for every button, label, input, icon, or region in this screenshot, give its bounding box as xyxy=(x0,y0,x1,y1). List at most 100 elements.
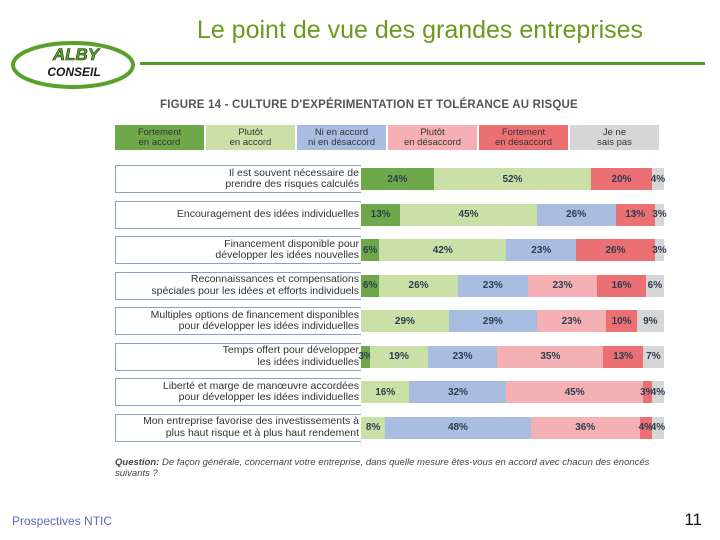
legend-item: Ni en accord ni en désaccord xyxy=(297,125,386,150)
row-label: Mon entreprise favorise des investisseme… xyxy=(118,414,359,442)
bar-segment: 36% xyxy=(530,416,640,439)
question-prefix: Question: xyxy=(115,457,160,468)
bar-segment: 4% xyxy=(650,168,666,190)
bar-segment: 9% xyxy=(636,310,664,332)
bar-segment: 24% xyxy=(361,168,434,190)
row-label-line: Encouragement des idées individuelles xyxy=(176,207,359,220)
data-label: 6% xyxy=(362,244,378,256)
figure-title: FIGURE 14 - CULTURE D'EXPÉRIMENTATION ET… xyxy=(160,99,578,111)
row-label: Encouragement des idées individuelles xyxy=(118,201,359,229)
data-label: 29% xyxy=(482,315,503,327)
row-label-line: Mon entreprise favorise des investisseme… xyxy=(143,415,359,427)
question-text: De façon générale, concernant votre entr… xyxy=(115,457,650,479)
bar-segment: 29% xyxy=(448,310,537,332)
bar-segment: 3% xyxy=(652,239,667,261)
footer-text: Prospectives NTIC xyxy=(12,514,113,528)
row-label-line: pour développer les idées individuelles xyxy=(178,391,359,403)
row-label: Reconnaissances et compensations spéciale… xyxy=(118,272,359,300)
bar-segment: 23% xyxy=(506,239,577,261)
row-label-line: Financement disponible pour xyxy=(224,237,359,250)
bar-segment: 7% xyxy=(642,345,664,368)
data-label: 6% xyxy=(647,280,663,291)
data-label: 3% xyxy=(652,244,667,256)
survey-question: Question: De façon générale, concernant … xyxy=(115,457,675,479)
data-label: 42% xyxy=(432,244,453,256)
bar-segment: 19% xyxy=(370,345,428,368)
bar-segment: 23% xyxy=(427,345,498,368)
bar-segment: 23% xyxy=(536,310,607,332)
data-label: 16% xyxy=(611,280,632,291)
bar-segment: 8% xyxy=(361,416,386,439)
legend-label: Plutôt xyxy=(420,126,445,138)
page-number: 11 xyxy=(684,510,702,529)
bar-segment: 26% xyxy=(576,239,655,261)
bar-segment: 4% xyxy=(650,416,666,439)
data-label: 8% xyxy=(365,422,381,433)
legend-item: Plutôt en accord xyxy=(206,125,295,150)
data-label: 26% xyxy=(408,280,429,291)
legend-item: Je ne sais pas xyxy=(570,125,659,150)
bar-segment: 13% xyxy=(615,203,655,226)
data-label: 26% xyxy=(566,209,587,220)
row-label-line: spéciales pour les idées et efforts indi… xyxy=(151,284,359,297)
legend-label: Fortement xyxy=(501,126,546,138)
data-label: 3% xyxy=(652,209,667,220)
row-label: Il est souvent nécessaire de prendre des … xyxy=(118,165,359,193)
legend-label: Je ne xyxy=(602,126,627,138)
data-label: 52% xyxy=(502,173,523,185)
legend-item: Fortement en désaccord xyxy=(479,125,568,150)
data-label: 13% xyxy=(625,209,646,220)
bar-segment: 16% xyxy=(597,274,646,297)
bar-segment: 48% xyxy=(385,416,531,439)
logo-text-conseil: CONSEIL xyxy=(47,65,100,79)
bar-segment: 35% xyxy=(497,345,604,368)
row-frame xyxy=(115,307,361,335)
bar-segment: 26% xyxy=(536,203,616,226)
data-label: 4% xyxy=(650,386,666,398)
data-label: 23% xyxy=(482,280,503,291)
row-frame xyxy=(115,236,361,264)
data-label: 3% xyxy=(358,351,373,362)
data-label: 24% xyxy=(387,173,408,185)
bar-segment: 45% xyxy=(506,381,643,403)
row-frame xyxy=(115,271,361,300)
legend-label: ni en désaccord xyxy=(307,136,376,148)
row-label-line: Liberté et marge de manœuvre accordées xyxy=(162,379,359,392)
bar-segment: 29% xyxy=(361,310,449,332)
bar-segment: 10% xyxy=(606,310,637,332)
bar-segment: 3% xyxy=(640,381,655,403)
row-label-line: les idées individuelles xyxy=(257,355,359,368)
title-divider xyxy=(140,62,705,65)
row-label-line: Il est souvent nécessaire de xyxy=(228,166,359,179)
data-label: 23% xyxy=(552,280,573,291)
row-label-line: pour développer les idées individuelles xyxy=(178,320,359,332)
data-label: 19% xyxy=(388,351,409,362)
data-label: 4% xyxy=(650,422,666,433)
row-frame xyxy=(115,378,361,406)
data-label: 29% xyxy=(394,315,415,327)
bar-segment: 52% xyxy=(433,168,592,190)
bar-segment: 20% xyxy=(591,168,652,190)
data-label: 13% xyxy=(370,209,391,220)
bar-segment: 23% xyxy=(457,274,528,297)
legend-item: Plutôt en désaccord xyxy=(388,125,477,150)
bar-segment: 45% xyxy=(400,203,537,226)
legend-label: sais pas xyxy=(597,136,632,148)
bar-segment: 3% xyxy=(358,345,373,368)
data-label: 23% xyxy=(531,244,552,256)
data-label: 23% xyxy=(561,315,582,327)
data-label: 4% xyxy=(650,173,666,185)
bar-segment: 23% xyxy=(527,274,598,297)
row-label-line: Multiples options de financement disponi… xyxy=(150,308,359,321)
legend-label: en désaccord xyxy=(403,136,462,148)
legend-label: Ni en accord xyxy=(314,126,369,138)
legend-item: Fortement en accord xyxy=(115,125,204,150)
data-label: 35% xyxy=(540,351,561,362)
row-label-line: développer les idées nouvelles xyxy=(215,249,359,261)
logo-text-alby: ALBY xyxy=(52,45,101,64)
data-label: 36% xyxy=(575,422,596,433)
data-label: 32% xyxy=(447,386,468,398)
bar-segment: 4% xyxy=(639,416,653,439)
alby-conseil-logo: ALBY CONSEIL xyxy=(11,41,135,89)
bar-segment: 42% xyxy=(379,239,507,261)
